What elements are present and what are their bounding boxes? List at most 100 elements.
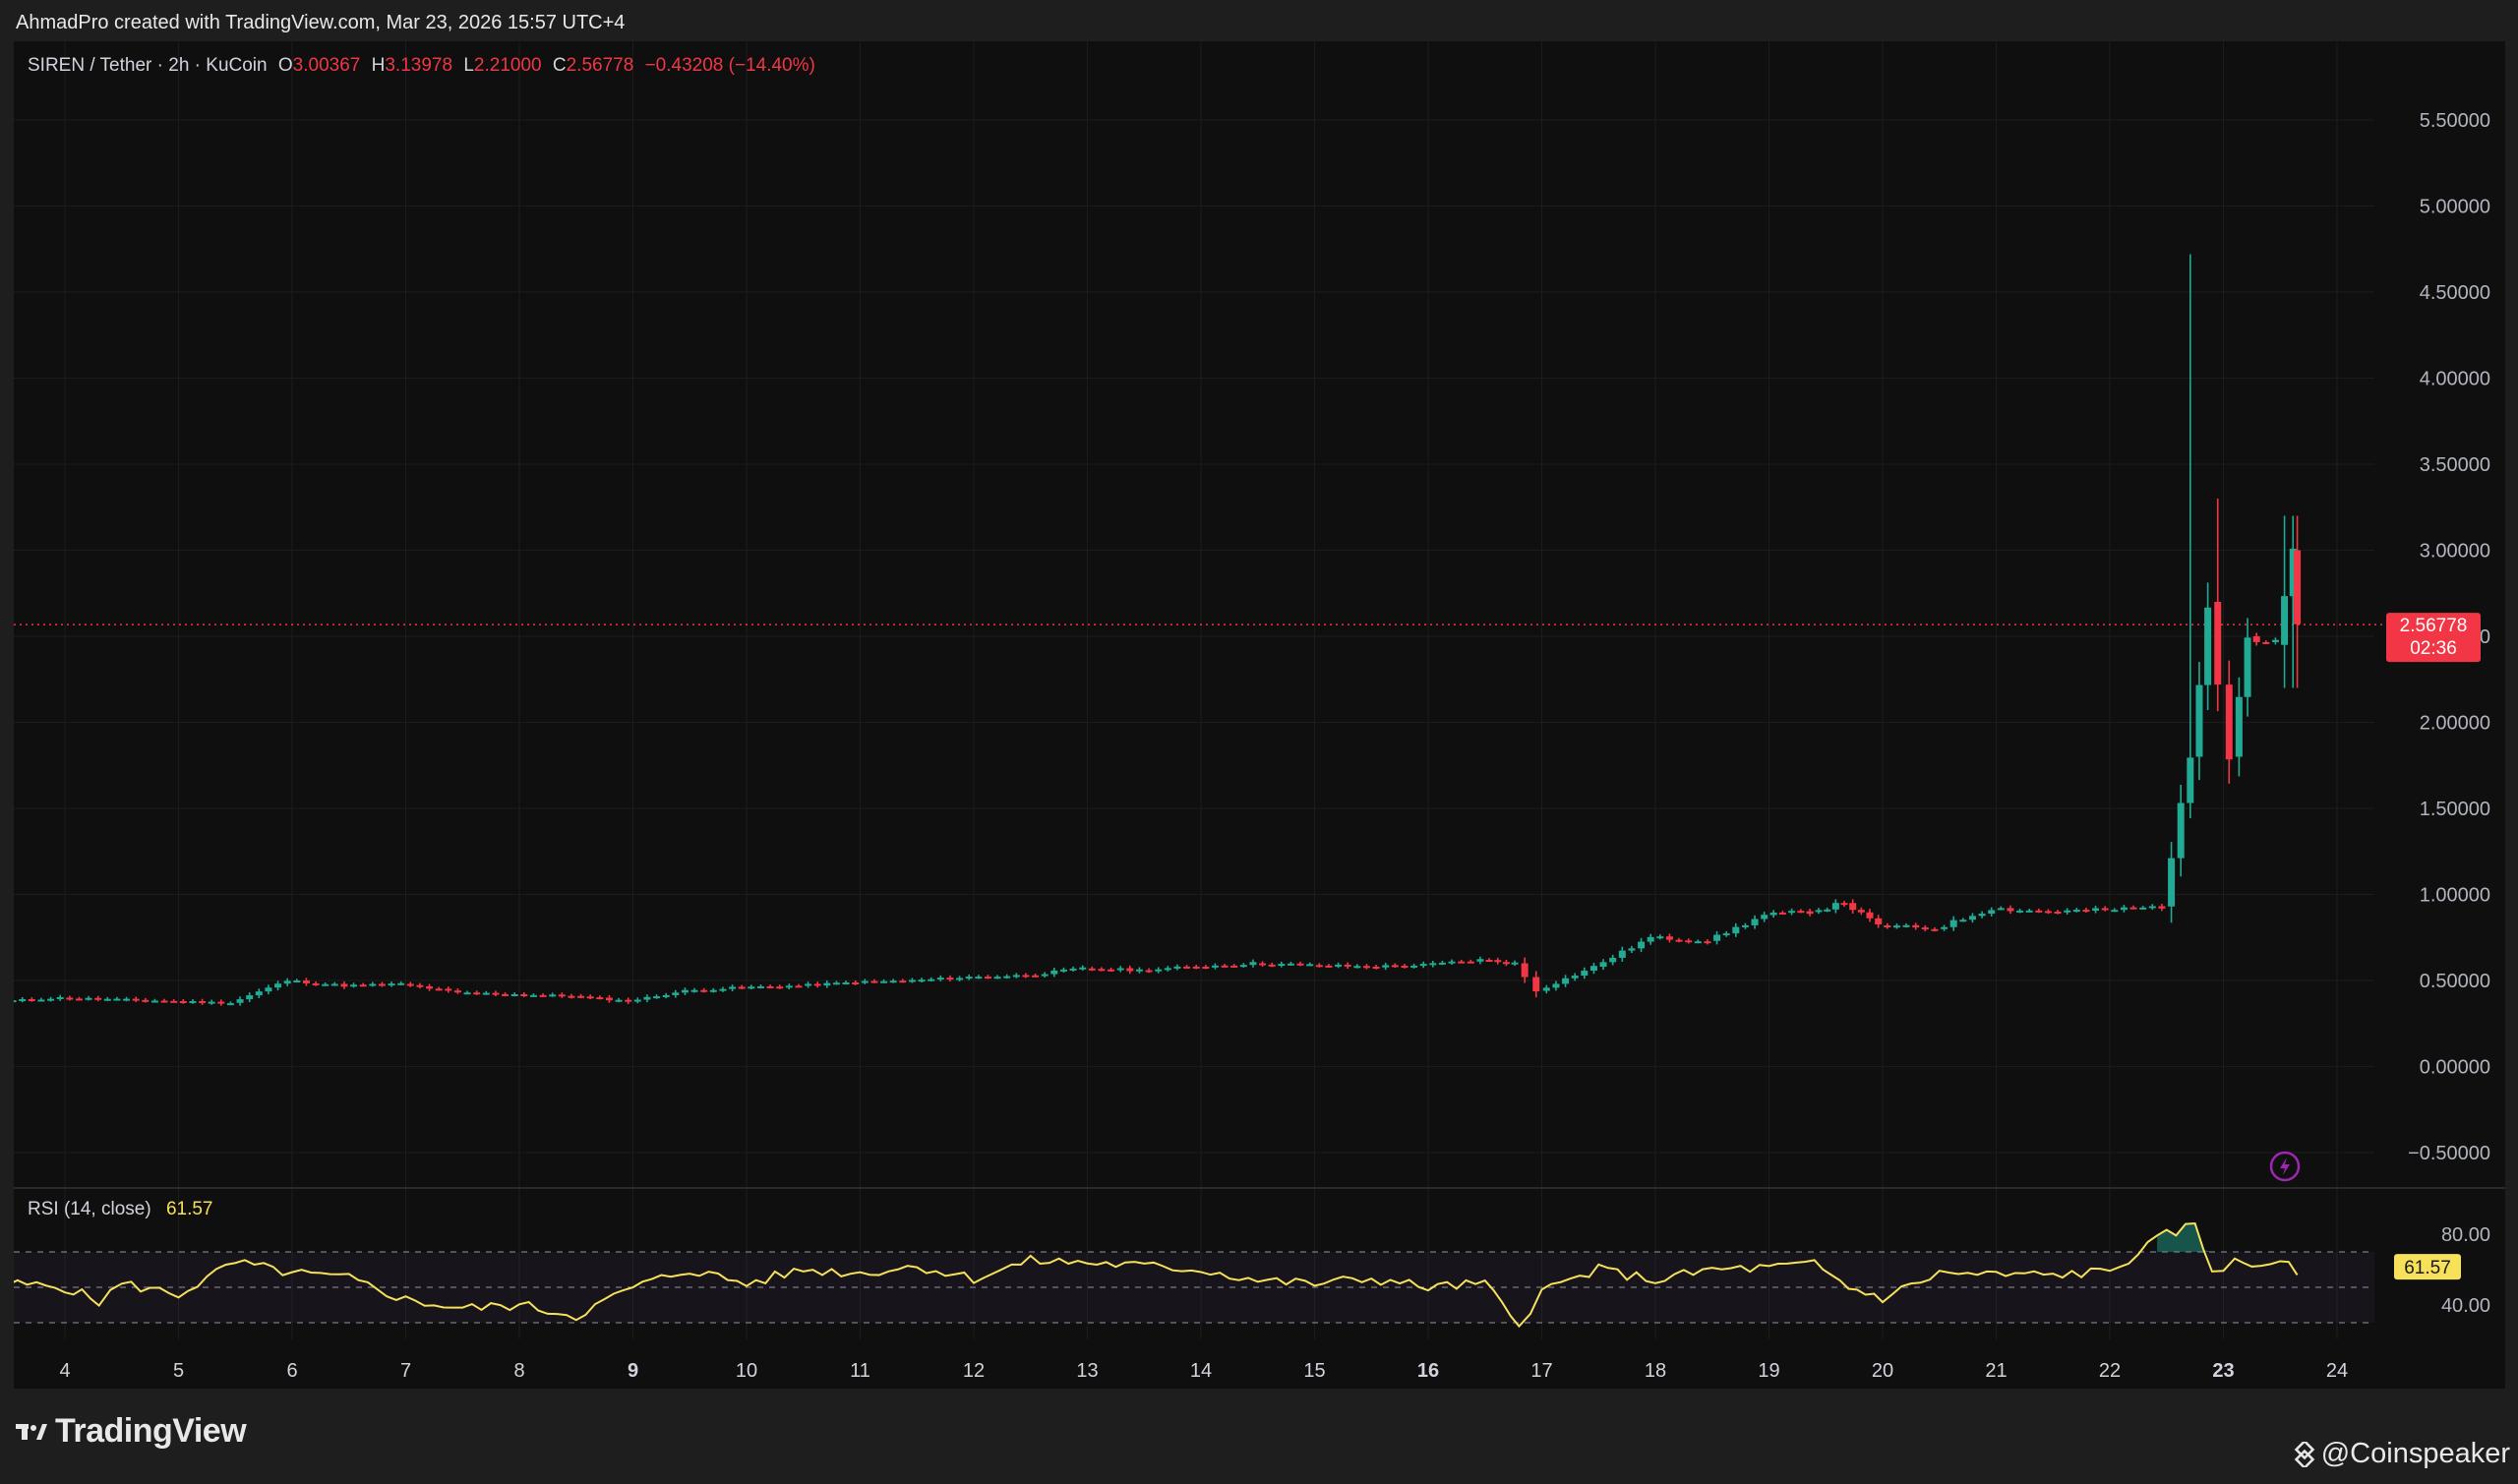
candle-body: [66, 997, 74, 1000]
lightning-icon-bolt: [2280, 1158, 2290, 1175]
time-axis-label: 22: [2099, 1360, 2121, 1382]
candle-body: [1419, 964, 1427, 967]
candle-body: [1448, 961, 1456, 964]
candle-body: [984, 977, 991, 979]
candle-body: [103, 998, 111, 1001]
candle-body: [1353, 966, 1361, 969]
candle-body: [1997, 908, 2005, 911]
top-bar: AhmadPro created with TradingView.com, M…: [0, 0, 2518, 47]
candle-body: [378, 983, 386, 986]
candle-body: [179, 1001, 187, 1003]
candle-body: [738, 986, 746, 989]
candle-body: [1875, 918, 1883, 924]
candle-body: [453, 990, 461, 993]
time-axis-label: 4: [59, 1360, 70, 1382]
candle-body: [795, 985, 803, 988]
price-axis-label: 0.50000: [2420, 971, 2490, 992]
candle-body: [889, 980, 897, 983]
time-axis-label: 17: [1530, 1360, 1552, 1382]
candle-body: [1164, 968, 1171, 971]
candle-body: [975, 977, 983, 979]
candle-body: [1069, 968, 1077, 971]
coinspeaker-text: @Coinspeaker: [2320, 1438, 2510, 1469]
time-axis-label: 24: [2326, 1360, 2348, 1382]
candle-body: [265, 987, 272, 992]
lightning-icon[interactable]: [2269, 1151, 2301, 1182]
candle-body: [1857, 910, 1865, 913]
time-axis-label: 11: [850, 1360, 870, 1382]
candle-body: [1892, 925, 1900, 928]
candle-body: [1135, 969, 1143, 972]
candle-body: [1306, 964, 1314, 967]
candle-body: [56, 996, 64, 999]
candle-body: [397, 982, 405, 985]
candle-body: [766, 985, 774, 988]
time-axis-label: 5: [173, 1360, 184, 1382]
candle-body: [1249, 962, 1257, 966]
candle-body: [681, 989, 689, 993]
price-axis-label: 4.00000: [2420, 369, 2490, 390]
price-axis-label: 0.00000: [2420, 1057, 2490, 1079]
candle-body: [1797, 911, 1805, 914]
candle-body: [1675, 939, 1683, 942]
candle-body: [1022, 975, 1030, 978]
candle-body: [1126, 968, 1134, 972]
tradingview-logo-text: TradingView: [55, 1412, 247, 1450]
candle-body: [1921, 927, 1929, 930]
candle-body: [1041, 974, 1049, 977]
chart-area[interactable]: 5.50000 5.00000 4.50000 4.00000 3.50000 3.000…: [14, 41, 2505, 1389]
candle-body: [1467, 961, 1474, 964]
candle-body: [1647, 936, 1654, 942]
price-badge-countdown: 02:36: [2410, 638, 2457, 659]
candle-body: [520, 994, 528, 996]
candle-body: [1638, 941, 1646, 949]
time-axis-label: 9: [628, 1360, 638, 1382]
candle-body: [662, 994, 670, 997]
candle-body: [510, 993, 518, 996]
candle-body: [350, 984, 358, 987]
candle-body: [1959, 920, 1967, 922]
candle-body: [842, 981, 850, 984]
candle-body: [709, 989, 717, 992]
price-axis-label: −0.50000: [2408, 1143, 2490, 1164]
candle-body: [1788, 911, 1796, 914]
time-axis-label: 8: [513, 1360, 524, 1382]
candle-body: [406, 983, 414, 986]
tradingview-logo[interactable]: TradingView: [16, 1412, 247, 1451]
candle-body: [208, 1001, 215, 1004]
time-axis-label: 7: [400, 1360, 411, 1382]
candle-body: [605, 997, 613, 1001]
candle-body: [302, 979, 310, 983]
candle-body: [94, 997, 102, 1000]
candle-body: [473, 992, 481, 995]
candle-body: [1362, 966, 1370, 969]
chart-svg[interactable]: 5.50000 5.00000 4.50000 4.00000 3.50000 3.000…: [14, 41, 2505, 1389]
candle-body: [2139, 907, 2147, 910]
candle-body: [1059, 969, 1067, 972]
high-label: H: [371, 55, 386, 76]
candle-body: [549, 994, 557, 997]
candle-body: [908, 979, 916, 982]
candle-body: [189, 1000, 197, 1003]
candle-body: [700, 989, 708, 992]
candle-body: [1344, 964, 1351, 967]
change-value: −0.43208 (−14.40%): [644, 55, 815, 76]
time-axis-label: 10: [736, 1360, 757, 1382]
candle-body: [625, 999, 632, 1002]
candle-body: [1012, 975, 1020, 978]
open-label: O: [277, 55, 293, 76]
candle-body: [2187, 757, 2194, 803]
candle-body: [37, 999, 45, 1002]
candle-body: [2025, 910, 2033, 913]
candle-body: [1259, 963, 1267, 966]
candle-body: [1401, 966, 1409, 969]
candle-body: [2204, 607, 2212, 685]
candle-body: [2044, 911, 2052, 914]
candle-body: [85, 997, 92, 1000]
candle-body: [1704, 941, 1711, 944]
candle-body: [956, 978, 964, 980]
tradingview-logo-icon: [16, 1423, 47, 1440]
time-axis-label: 18: [1645, 1360, 1666, 1382]
candle-body: [1098, 969, 1106, 972]
candle-body: [1840, 903, 1848, 906]
